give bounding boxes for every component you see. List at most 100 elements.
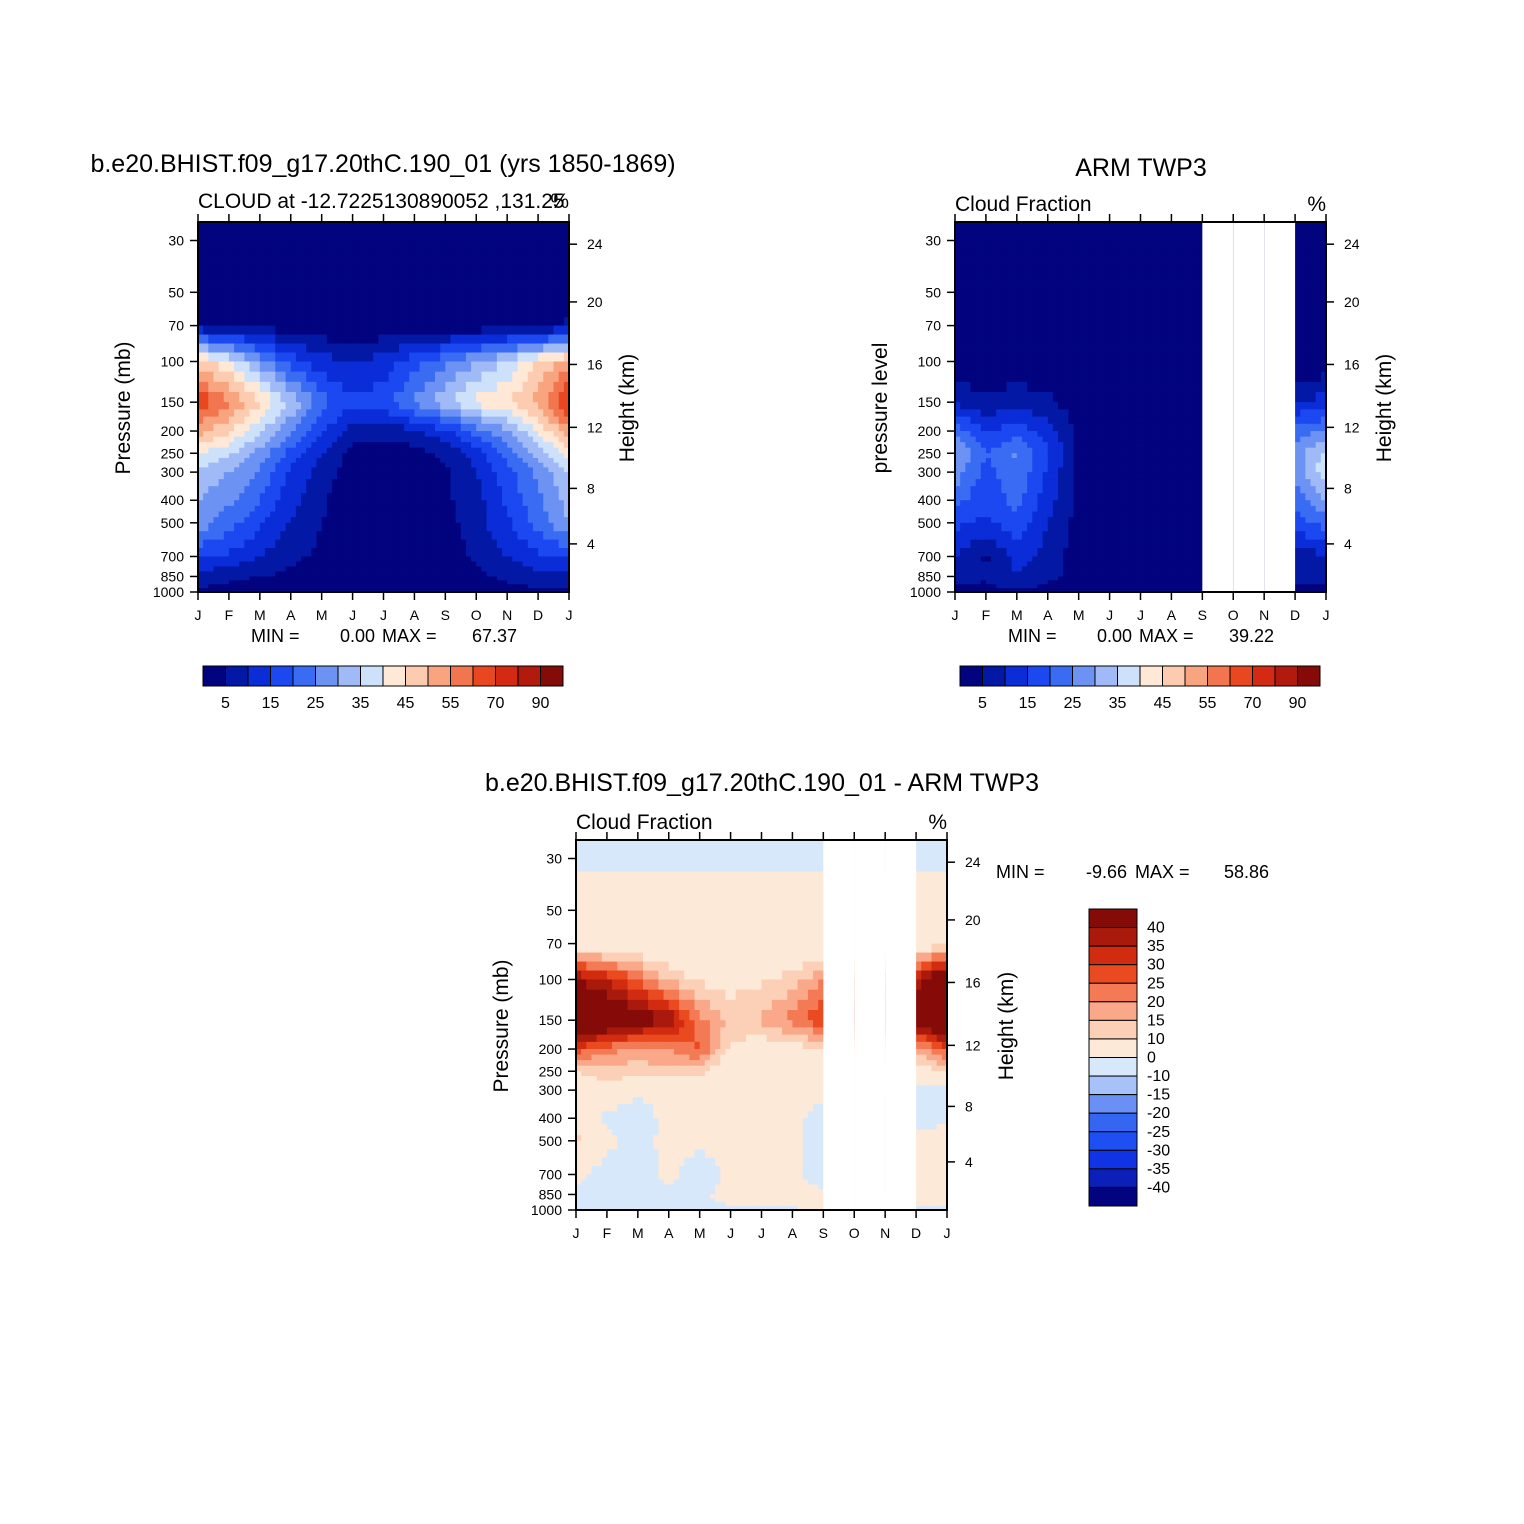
contour-cell xyxy=(558,392,565,403)
contour-cell xyxy=(223,240,230,255)
contour-cell xyxy=(378,334,385,345)
contour-cell xyxy=(244,457,251,464)
contour-cell xyxy=(203,467,209,473)
contour-cell xyxy=(234,588,240,593)
contour-cell xyxy=(512,423,519,432)
contour-cell xyxy=(1119,292,1126,302)
contour-cell xyxy=(326,416,333,425)
contour-cell xyxy=(285,442,292,449)
contour-cell xyxy=(352,531,359,541)
contour-cell xyxy=(414,409,421,418)
contour-cell xyxy=(404,361,410,373)
contour-cell xyxy=(429,343,436,354)
contour-cell xyxy=(352,325,359,336)
contour-cell xyxy=(331,279,338,293)
height-tick-label: 20 xyxy=(587,294,603,310)
contour-cell xyxy=(254,300,261,310)
contour-cell xyxy=(996,352,1002,363)
contour-cell xyxy=(213,266,220,280)
contour-cell xyxy=(486,436,493,443)
contour-cell xyxy=(1186,279,1193,293)
contour-cell xyxy=(543,343,549,354)
contour-cell xyxy=(208,539,215,549)
contour-cell xyxy=(1140,409,1147,418)
contour-cell xyxy=(445,505,452,513)
month-tick-label: S xyxy=(441,607,450,623)
contour-cell xyxy=(975,392,982,403)
contour-cell xyxy=(1155,292,1162,302)
contour-cell xyxy=(295,500,302,507)
contour-cell xyxy=(419,511,426,518)
contour-cell xyxy=(1021,317,1028,327)
contour-cell xyxy=(316,300,323,310)
contour-cell xyxy=(538,500,544,507)
contour-cell xyxy=(414,566,421,573)
contour-cell xyxy=(383,548,390,558)
contour-cell xyxy=(496,556,503,563)
contour-cell xyxy=(445,317,452,327)
contour-cell xyxy=(1037,343,1044,354)
contour-cell xyxy=(290,576,297,581)
contour-cell xyxy=(342,352,349,363)
contour-cell xyxy=(1104,300,1111,310)
contour-cell xyxy=(1032,343,1039,354)
contour-cell xyxy=(450,453,457,459)
contour-cell xyxy=(1001,371,1008,383)
contour-cell xyxy=(960,352,966,363)
contour-cell xyxy=(1310,361,1317,373)
contour-cell xyxy=(357,409,364,418)
contour-cell xyxy=(440,539,446,549)
contour-cell xyxy=(476,381,482,393)
contour-cell xyxy=(460,584,467,589)
contour-cell xyxy=(393,539,400,549)
contour-cell xyxy=(429,392,436,403)
contour-cell xyxy=(203,588,209,593)
contour-cell xyxy=(455,571,462,578)
contour-cell xyxy=(409,317,416,327)
contour-cell xyxy=(244,493,251,501)
contour-cell xyxy=(244,317,251,327)
contour-cell xyxy=(213,539,220,549)
contour-cell xyxy=(1001,325,1008,336)
contour-cell xyxy=(1104,279,1111,293)
contour-cell xyxy=(1145,352,1152,363)
contour-cell xyxy=(388,447,395,454)
contour-cell xyxy=(1078,292,1085,302)
contour-cell xyxy=(254,566,261,573)
pressure-tick-label: 300 xyxy=(161,464,185,480)
contour-cell xyxy=(1315,381,1322,393)
contour-cell xyxy=(290,479,297,487)
contour-cell xyxy=(1104,371,1111,383)
contour-cell xyxy=(496,240,503,255)
contour-cell xyxy=(1047,300,1054,310)
contour-cell xyxy=(1073,253,1080,267)
contour-cell xyxy=(424,317,431,327)
contour-cell xyxy=(1135,343,1142,354)
contour-cell xyxy=(1155,240,1162,255)
contour-cell xyxy=(1295,266,1301,280)
contour-cell xyxy=(213,472,220,480)
contour-cell xyxy=(321,566,328,573)
contour-cell xyxy=(1114,325,1121,336)
contour-cell xyxy=(285,317,292,327)
contour-cell xyxy=(450,240,457,255)
contour-cell xyxy=(1181,317,1188,327)
contour-cell xyxy=(203,457,209,464)
contour-cell xyxy=(502,334,508,345)
contour-cell xyxy=(491,493,498,501)
contour-cell xyxy=(460,457,467,464)
contour-cell xyxy=(965,361,972,373)
contour-cell xyxy=(213,584,220,589)
contour-cell xyxy=(259,436,266,443)
contour-cell xyxy=(1166,308,1173,318)
contour-cell xyxy=(362,588,369,593)
contour-cell xyxy=(486,517,493,524)
contour-cell xyxy=(311,457,318,464)
contour-cell xyxy=(342,539,349,549)
contour-cell xyxy=(424,580,431,585)
contour-cell xyxy=(465,561,472,568)
contour-cell xyxy=(563,240,570,255)
contour-cell xyxy=(1150,402,1157,410)
contour-cell xyxy=(996,371,1002,383)
contour-cell xyxy=(264,253,271,267)
